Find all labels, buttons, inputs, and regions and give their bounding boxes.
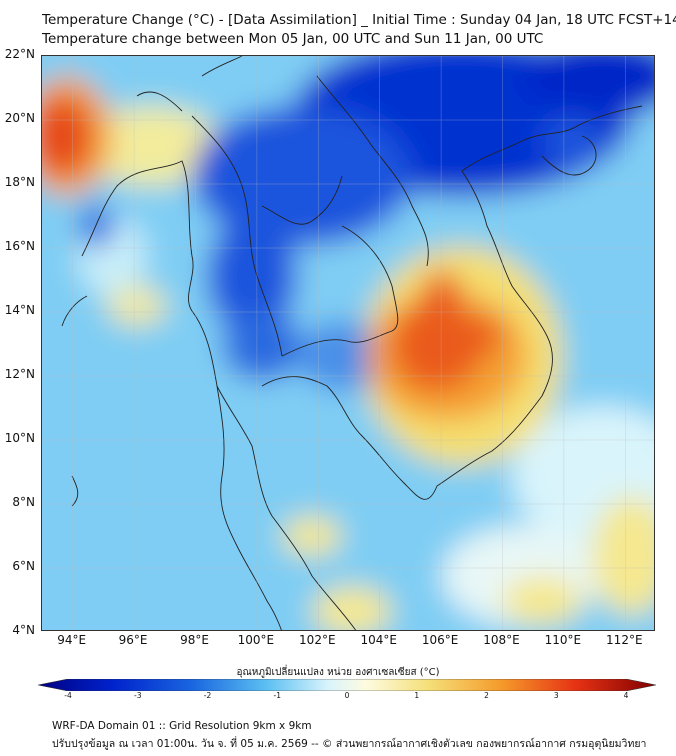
colorbar-tick: 4 [623, 691, 629, 700]
temperature-field [42, 56, 654, 630]
lat-label: 14°N [4, 303, 35, 317]
temperature-change-map [41, 55, 655, 631]
lat-lon-grid [42, 56, 654, 630]
colorbar-tick: 3 [553, 691, 559, 700]
footer-model-info: WRF-DA Domain 01 :: Grid Resolution 9km … [52, 720, 312, 732]
lon-label: 104°E [360, 633, 397, 647]
lat-label: 6°N [12, 559, 35, 573]
colorbar-tick: -4 [64, 691, 72, 700]
lat-label: 8°N [12, 495, 35, 509]
colorbar-tick: 1 [414, 691, 420, 700]
lon-label: 106°E [421, 633, 459, 647]
lat-label: 4°N [12, 623, 35, 637]
lat-label: 20°N [4, 111, 35, 125]
colorbar-label: อุณหภูมิเปลี่ยนแปลง หน่วย องศาเซลเซียส (… [236, 667, 440, 678]
lat-label: 12°N [4, 367, 35, 381]
lon-label: 98°E [180, 633, 209, 647]
lon-label: 100°E [237, 633, 275, 647]
lat-label: 18°N [4, 175, 35, 189]
lon-label: 96°E [118, 633, 148, 647]
colorbar-tick: 2 [484, 691, 489, 700]
lon-label: 108°E [483, 633, 520, 647]
colorbar-tick: -1 [273, 691, 281, 700]
lon-label: 110°E [544, 633, 582, 647]
lat-label: 10°N [4, 431, 35, 445]
map-title: Temperature Change (°C) - [Data Assimila… [42, 12, 676, 28]
lon-label: 112°E [606, 633, 643, 647]
lon-label: 102°E [299, 633, 336, 647]
colorbar-tick: 0 [344, 691, 350, 700]
colorbar-tick: -2 [203, 691, 212, 700]
lat-label: 22°N [4, 47, 35, 61]
colorbar [38, 679, 656, 691]
map-subtitle: Temperature change between Mon 05 Jan, 0… [42, 31, 544, 47]
footer-credit: ปรับปรุงข้อมูล ณ เวลา 01:00น. วัน จ. ที่… [52, 738, 647, 750]
lat-label: 16°N [4, 239, 35, 253]
lon-label: 94°E [57, 633, 87, 647]
coastlines-and-borders [61, 56, 643, 630]
colorbar-tick: -3 [134, 691, 142, 700]
map-canvas [42, 56, 654, 630]
